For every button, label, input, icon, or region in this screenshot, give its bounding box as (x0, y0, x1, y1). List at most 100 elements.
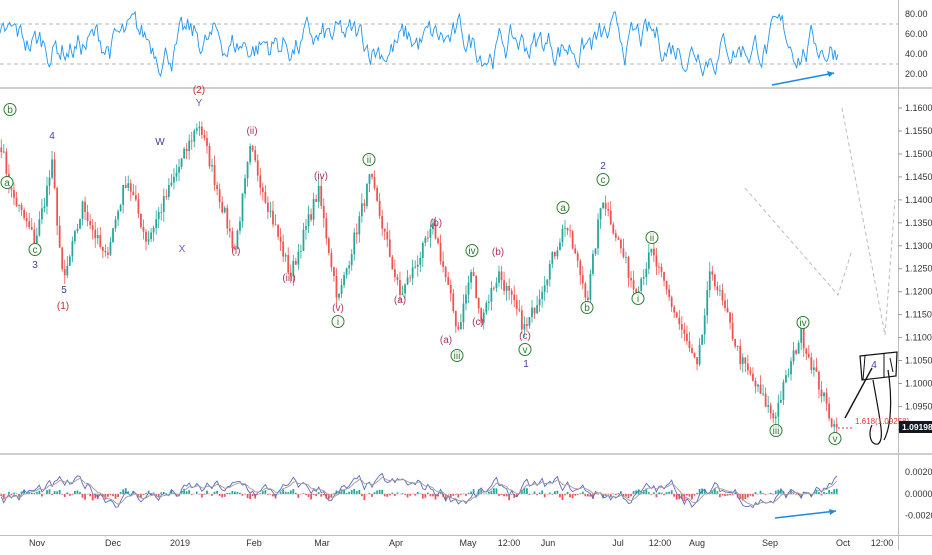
candle-body (699, 345, 701, 365)
candle-body (165, 196, 167, 197)
candle-body (356, 233, 358, 235)
candle-body (795, 350, 797, 353)
macd-bar (107, 494, 109, 497)
candle-body (417, 265, 419, 267)
candle-body (186, 149, 188, 151)
macd-bar (358, 490, 360, 494)
candle-body (267, 203, 269, 212)
rsi-tick-label: 60.00 (905, 29, 928, 39)
macd-panel (0, 455, 898, 535)
candle-body (23, 210, 25, 218)
macd-bar (673, 494, 675, 497)
candle-body (104, 251, 106, 252)
candle-body (325, 218, 327, 238)
price-tick-label: 1.15000 (905, 149, 932, 159)
price-tick-label: 1.11000 (905, 333, 932, 343)
macd-bar (656, 494, 658, 497)
candle-body (46, 186, 48, 207)
candle-body (3, 152, 5, 153)
wave-label: 4 (871, 360, 877, 371)
candle-body (148, 239, 150, 242)
candle-body (696, 357, 698, 364)
macd-bar (686, 494, 688, 495)
candle-body (31, 227, 33, 229)
wave-label: ii (650, 233, 654, 244)
macd-bar (689, 494, 691, 497)
candle-body (465, 294, 467, 303)
macd-bar (252, 494, 254, 496)
candle-body (544, 285, 546, 292)
candle-body (724, 300, 726, 307)
macd-bar (744, 494, 746, 499)
candle-body (529, 317, 531, 326)
time-tick-label: Mar (314, 538, 330, 548)
candle-body (102, 247, 104, 251)
candle-body (117, 211, 119, 219)
macd-bar (247, 494, 249, 498)
candle-body (602, 203, 604, 208)
rsi-tick-label: 40.00 (905, 49, 928, 59)
candle-body (178, 167, 180, 173)
macd-bar (364, 494, 366, 500)
candle-body (716, 286, 718, 290)
candle-body (442, 261, 444, 267)
candle-body (198, 127, 200, 129)
wave-label: a (560, 203, 566, 214)
candle-body (369, 174, 371, 184)
candle-body (247, 162, 249, 178)
candle-body (785, 375, 787, 382)
candle-body (351, 254, 353, 265)
macd-bar (496, 488, 498, 494)
candle-body (437, 239, 439, 243)
candle-body (788, 374, 790, 375)
candle-body (457, 326, 459, 329)
candle-body (620, 240, 622, 249)
candle-body (739, 346, 741, 364)
candle-body (836, 424, 838, 427)
candle-body (823, 393, 825, 397)
candle-body (516, 300, 518, 309)
macd-bar (381, 490, 383, 494)
candle-body (252, 146, 254, 150)
candle-body (808, 354, 810, 357)
macd-bar (828, 490, 830, 494)
candle-body (285, 255, 287, 256)
macd-bar (346, 493, 348, 494)
macd-bar (762, 493, 764, 494)
candle-body (539, 299, 541, 305)
candle-body (305, 226, 307, 230)
candle-body (709, 272, 711, 291)
macd-bar (569, 494, 571, 497)
macd-bar (82, 494, 84, 498)
candle-body (122, 185, 124, 205)
candle-body (303, 230, 305, 251)
candle-body (244, 178, 246, 194)
candle-body (26, 218, 28, 221)
macd-bar (59, 490, 61, 494)
candle-body (531, 308, 533, 317)
candle-body (379, 201, 381, 216)
candle-body (242, 194, 244, 222)
candle-body (501, 271, 503, 280)
candle-body (826, 393, 828, 404)
candle-body (280, 237, 282, 242)
macd-bar (628, 494, 630, 498)
candle-body (818, 372, 820, 390)
candle-body (727, 308, 729, 313)
candle-body (783, 382, 785, 400)
candle-body (612, 224, 614, 233)
candle-body (424, 238, 426, 243)
candle-body (414, 267, 416, 268)
candle-body (333, 267, 335, 276)
candle-body (488, 302, 490, 303)
candle-body (536, 305, 538, 313)
candle-body (485, 303, 487, 313)
macd-bar (234, 492, 236, 495)
candle-body (790, 361, 792, 374)
macd-bar (198, 494, 200, 495)
candle-body (160, 212, 162, 213)
candle-body (153, 228, 155, 233)
candle-body (744, 357, 746, 363)
